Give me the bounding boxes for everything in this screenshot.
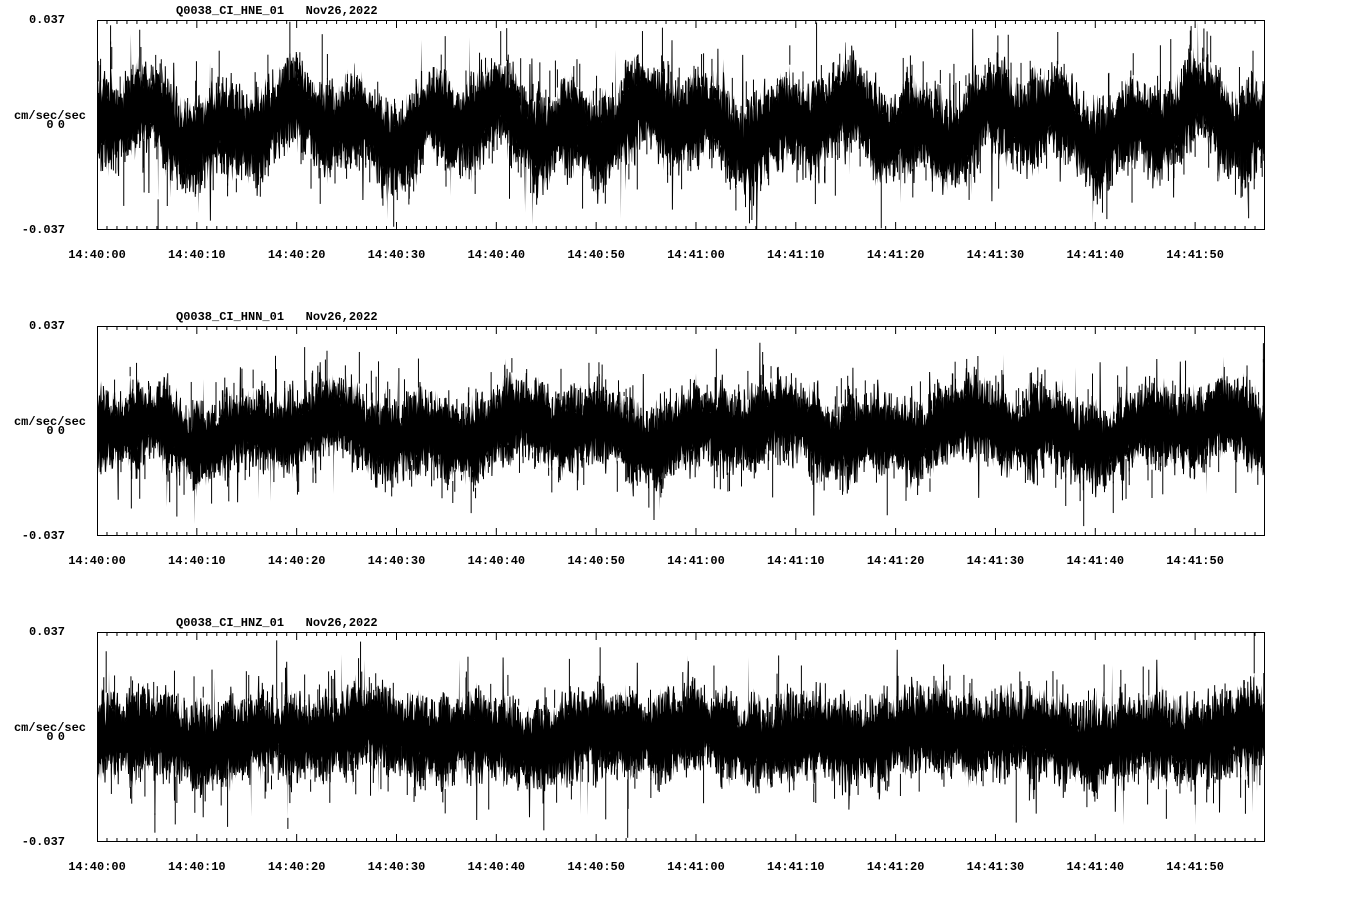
x-tick-label: 14:40:30 <box>368 554 426 568</box>
x-tick-label: 14:41:10 <box>767 554 825 568</box>
x-tick-label: 14:41:50 <box>1166 554 1224 568</box>
plot-area <box>97 20 1265 230</box>
x-tick-label: 14:40:00 <box>68 248 126 262</box>
x-tick-label: 14:40:30 <box>368 248 426 262</box>
y-tick-label: -0.037 <box>5 223 65 237</box>
x-tick-label: 14:41:20 <box>867 860 925 874</box>
x-tick-label: 14:41:40 <box>1066 248 1124 262</box>
x-tick-label: 14:41:20 <box>867 248 925 262</box>
x-tick-label: 14:40:40 <box>468 860 526 874</box>
panel-title: Q0038_CI_HNN_01 Nov26,2022 <box>176 310 378 324</box>
plot-area <box>97 326 1265 536</box>
y-tick-label: 0.037 <box>5 625 65 639</box>
x-tick-label: 14:40:10 <box>168 248 226 262</box>
x-tick-label: 14:40:10 <box>168 554 226 568</box>
x-tick-label: 14:40:50 <box>567 860 625 874</box>
seismogram-panel-2: Q0038_CI_HNZ_01 Nov26,2022cm/sec/sec-0.0… <box>0 632 1358 902</box>
x-tick-label: 14:41:30 <box>967 860 1025 874</box>
x-tick-label: 14:41:40 <box>1066 860 1124 874</box>
x-tick-label: 14:41:40 <box>1066 554 1124 568</box>
x-tick-label: 14:41:30 <box>967 248 1025 262</box>
x-tick-label: 14:40:20 <box>268 554 326 568</box>
x-tick-label: 14:40:30 <box>368 860 426 874</box>
x-tick-label: 14:40:20 <box>268 248 326 262</box>
x-tick-label: 14:41:50 <box>1166 248 1224 262</box>
seismogram-panel-1: Q0038_CI_HNN_01 Nov26,2022cm/sec/sec-0.0… <box>0 326 1358 596</box>
x-tick-label: 14:40:50 <box>567 554 625 568</box>
panel-title: Q0038_CI_HNE_01 Nov26,2022 <box>176 4 378 18</box>
x-tick-label: 14:40:00 <box>68 554 126 568</box>
x-tick-label: 14:41:00 <box>667 554 725 568</box>
x-tick-label: 14:40:40 <box>468 248 526 262</box>
y-tick-label: -0.037 <box>5 835 65 849</box>
x-tick-label: 14:41:00 <box>667 860 725 874</box>
seismogram-panel-0: Q0038_CI_HNE_01 Nov26,2022cm/sec/sec-0.0… <box>0 20 1358 290</box>
x-tick-label: 14:40:00 <box>68 860 126 874</box>
y-zero-label: 0 <box>13 424 87 438</box>
x-tick-label: 14:41:20 <box>867 554 925 568</box>
x-tick-label: 14:41:30 <box>967 554 1025 568</box>
x-tick-label: 14:41:50 <box>1166 860 1224 874</box>
plot-area <box>97 632 1265 842</box>
y-zero-label: 0 <box>13 118 87 132</box>
x-tick-label: 14:40:50 <box>567 248 625 262</box>
x-tick-label: 14:41:00 <box>667 248 725 262</box>
y-tick-label: 0.037 <box>5 319 65 333</box>
y-zero-label: 0 <box>13 730 87 744</box>
x-tick-label: 14:40:20 <box>268 860 326 874</box>
x-tick-label: 14:41:10 <box>767 248 825 262</box>
x-tick-label: 14:40:10 <box>168 860 226 874</box>
x-tick-label: 14:40:40 <box>468 554 526 568</box>
y-tick-label: 0.037 <box>5 13 65 27</box>
y-tick-label: -0.037 <box>5 529 65 543</box>
x-tick-label: 14:41:10 <box>767 860 825 874</box>
panel-title: Q0038_CI_HNZ_01 Nov26,2022 <box>176 616 378 630</box>
